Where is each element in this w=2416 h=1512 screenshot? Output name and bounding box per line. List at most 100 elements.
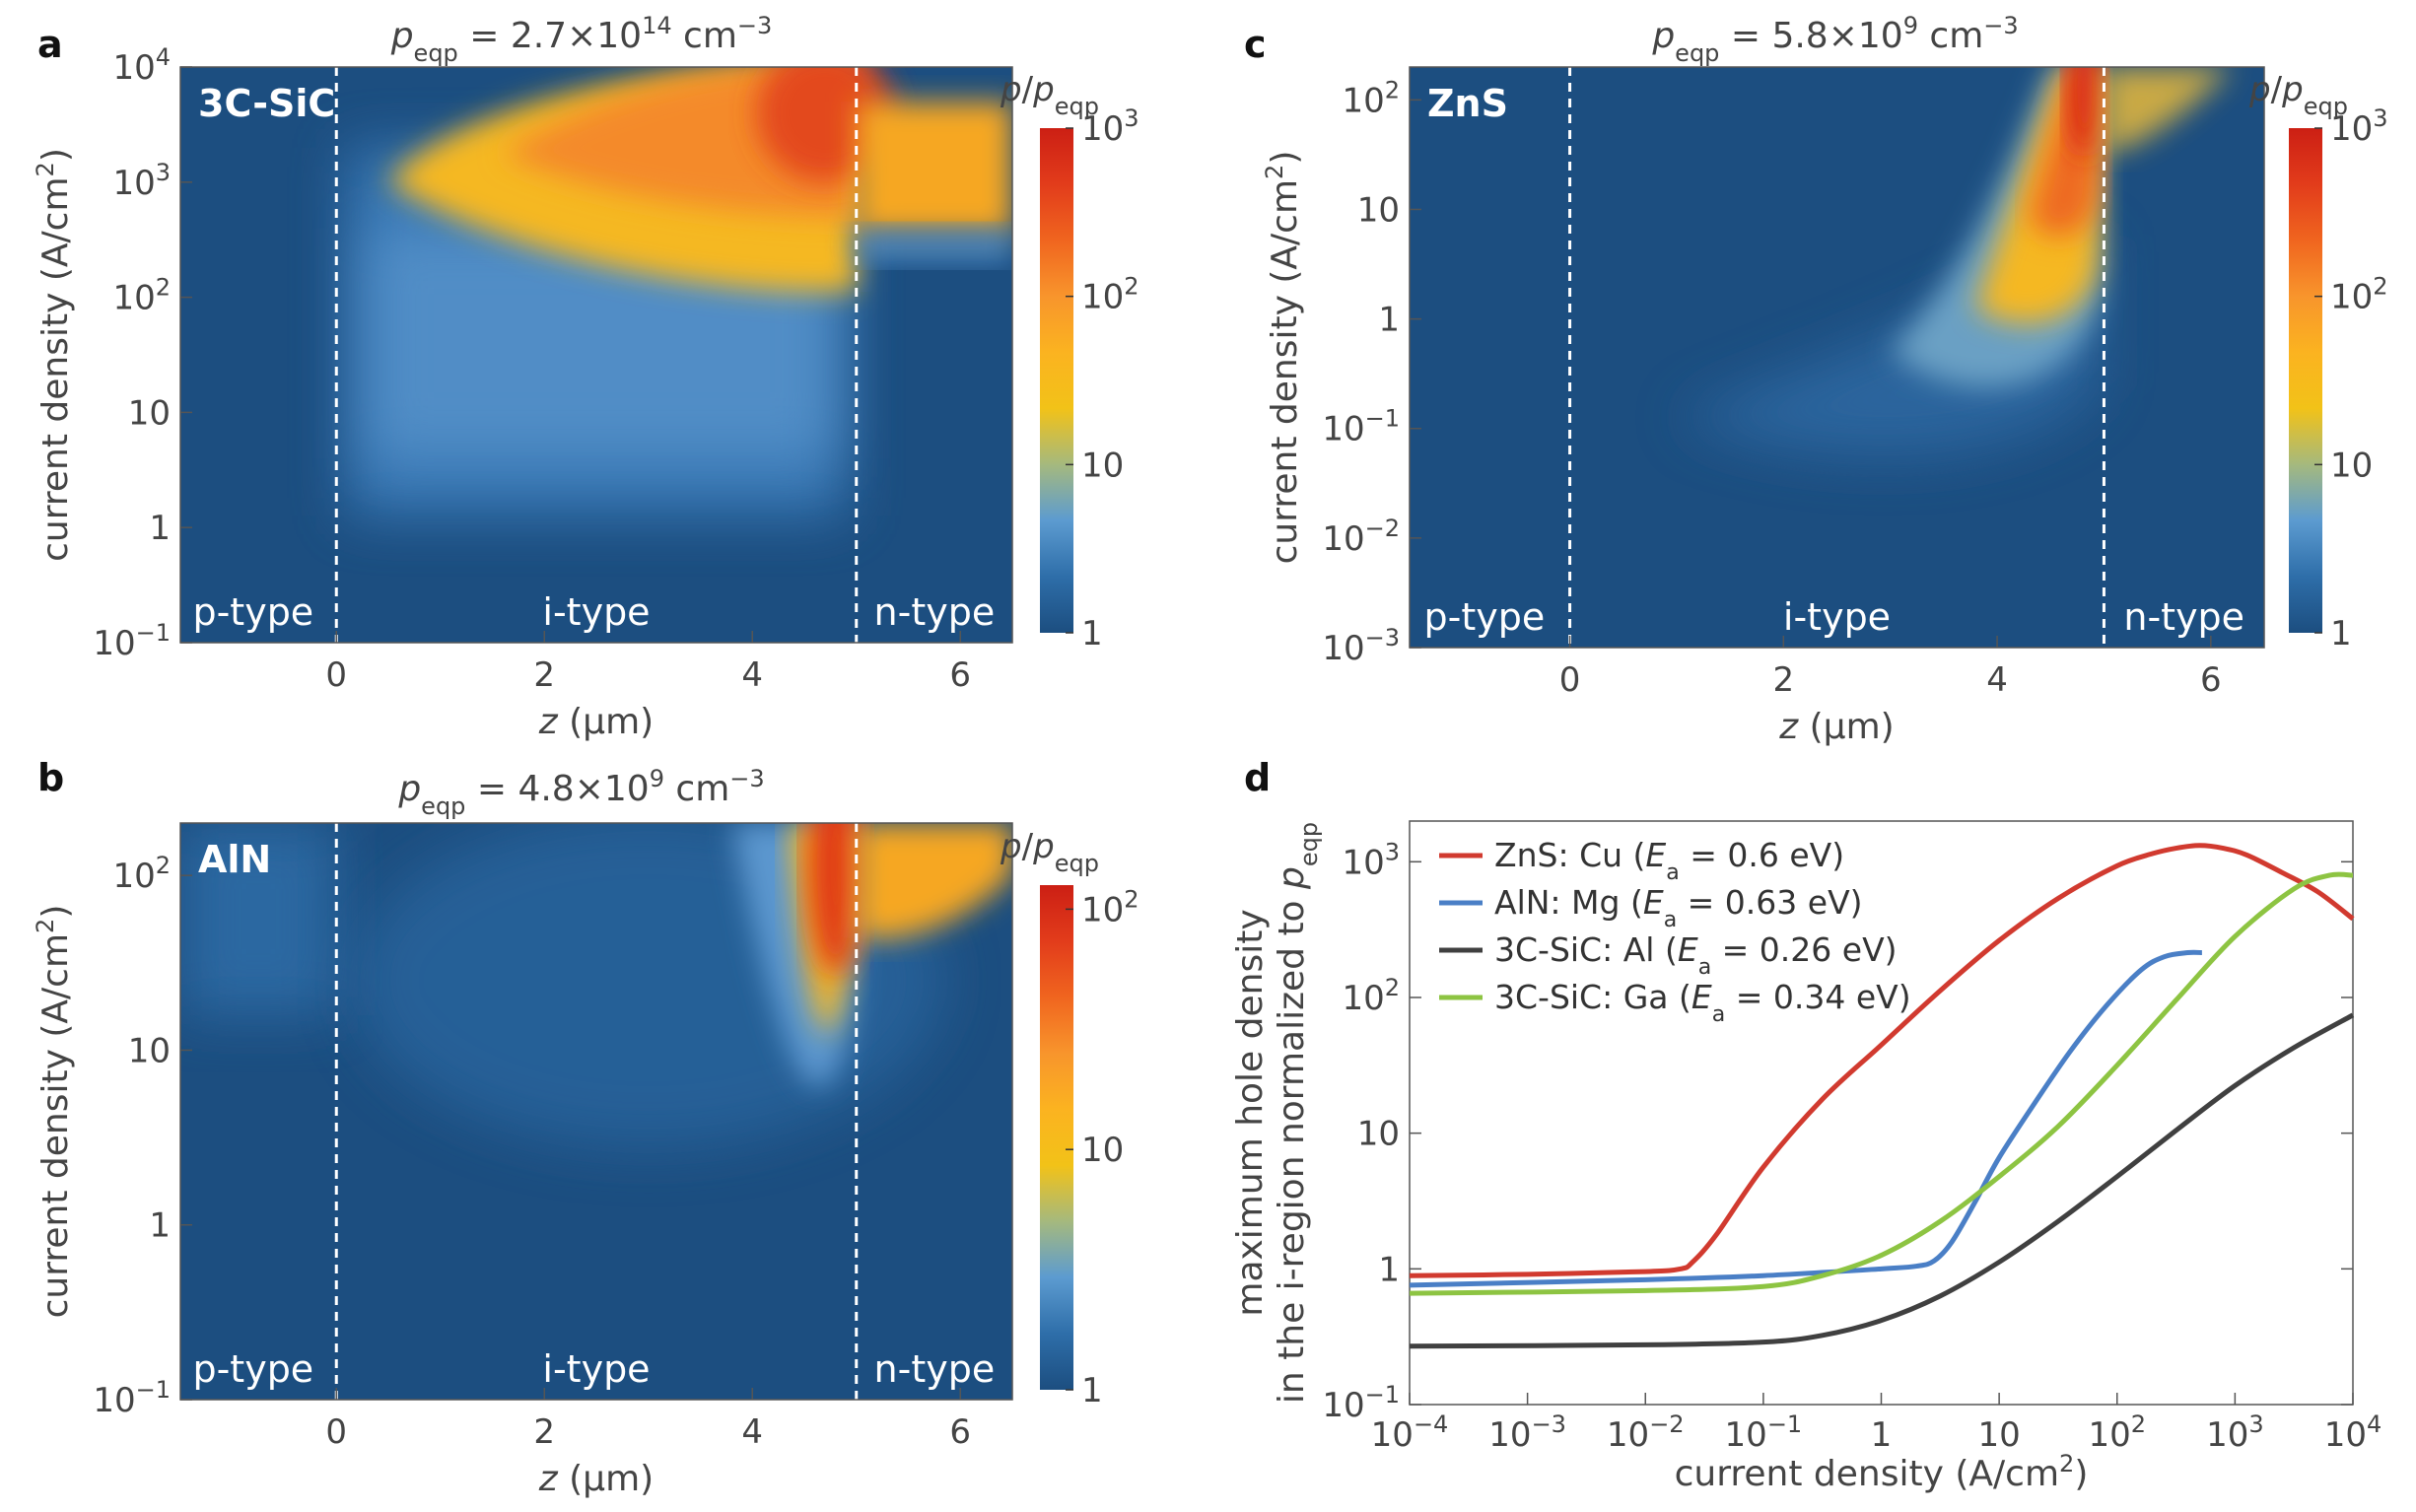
material-label: AlN xyxy=(198,838,271,881)
panel-b: p-type i-type n-type AlN 0 2 4 6 102 10 1 10−1 z (µm… xyxy=(32,756,1139,1499)
y-tick-label: 103 xyxy=(1342,838,1400,882)
colorbar-label: p/peqp xyxy=(1000,70,1099,120)
colorbar-label: p/peqp xyxy=(2248,70,2348,120)
y-tick-label: 102 xyxy=(112,274,171,318)
material-label: 3C-SiC xyxy=(198,82,335,125)
x-tick-label: 4 xyxy=(741,1412,763,1452)
n-side-band xyxy=(2104,67,2233,155)
n-side-band xyxy=(856,102,1012,235)
x-tick-label: 2 xyxy=(1772,660,1794,700)
y-tick-label: 10−1 xyxy=(1322,405,1400,449)
colorbar-label: p/peqp xyxy=(1000,827,1099,877)
x-tick-label: 10−3 xyxy=(1488,1410,1566,1455)
colorbar-tick-label: 103 xyxy=(2330,104,2388,149)
y-tick-label: 104 xyxy=(112,43,171,88)
x-tick-label: 0 xyxy=(325,655,347,695)
x-tick-label: 10−1 xyxy=(1725,1410,1803,1455)
legend-entry-2: 3C-SiC: Al (Ea = 0.26 eV) xyxy=(1494,930,1898,980)
region-label-p-type: p-type xyxy=(1423,595,1545,639)
colorbar xyxy=(2289,128,2322,633)
y-tick-label: 10 xyxy=(1357,1115,1400,1154)
series-line-1 xyxy=(1409,949,2202,1288)
region-label-n-type: n-type xyxy=(874,590,996,634)
region-label-n-type: n-type xyxy=(874,1347,996,1391)
x-tick-label: 103 xyxy=(2206,1410,2264,1455)
x-tick-label: 6 xyxy=(2200,660,2222,700)
plot-frame xyxy=(1409,66,2265,649)
colorbar xyxy=(1040,885,1073,1390)
panel-letter: c xyxy=(1244,23,1267,66)
y-tick-label: 10−1 xyxy=(93,1376,171,1420)
region-label-i-type: i-type xyxy=(542,590,650,634)
region-label-n-type: n-type xyxy=(2123,595,2244,639)
y-axis-label: current density (A/cm2) xyxy=(1261,151,1305,565)
y-tick-label: 10−1 xyxy=(1322,1381,1400,1425)
x-tick-label: 10−2 xyxy=(1607,1410,1685,1455)
panel-d: 10−4 10−3 10−2 10−1 1 10 102 103 10410310210110−… xyxy=(1230,756,2381,1494)
y-tick-label: 102 xyxy=(112,852,171,896)
panel-title: peqp = 5.8×109 cm−3 xyxy=(1651,12,2018,67)
panel-title: peqp = 4.8×109 cm−3 xyxy=(397,765,764,820)
panel-c: p-type i-type n-type ZnS 0 2 4 6 102 10 1 10−1 10−2 1… xyxy=(1244,12,2388,747)
y-tick-label: 102 xyxy=(1342,76,1400,120)
y-axis-label-line1: maximum hole density xyxy=(1230,909,1271,1316)
colorbar-tick-label: 1 xyxy=(1081,614,1103,653)
y-axis-label: current density (A/cm2) xyxy=(32,148,76,562)
x-axis-label: z (µm) xyxy=(538,702,654,742)
colorbar-tick-label: 1 xyxy=(2330,614,2352,653)
y-tick-label: 1 xyxy=(149,1206,171,1246)
plot-frame xyxy=(179,66,1013,644)
x-tick-label: 10 xyxy=(1977,1415,2020,1455)
y-tick-label: 1 xyxy=(149,509,171,548)
x-tick-label: 104 xyxy=(2324,1410,2382,1455)
legend-entry-0: ZnS: Cu (Ea = 0.6 eV) xyxy=(1494,836,1844,885)
heatmap-field xyxy=(180,823,1012,1148)
y-tick-label: 10 xyxy=(128,1031,171,1070)
colorbar-tick-label: 103 xyxy=(1081,104,1139,149)
y-axis-label: current density (A/cm2) xyxy=(32,905,76,1319)
series-line-0 xyxy=(1409,843,2355,1278)
x-axis-label: z (µm) xyxy=(538,1459,654,1499)
p-side-band xyxy=(180,823,337,1015)
y-tick-label: 10 xyxy=(1357,190,1400,230)
colorbar xyxy=(1040,128,1073,633)
x-tick-label: 4 xyxy=(1986,660,2008,700)
max-spot xyxy=(2066,67,2103,159)
plot-frame xyxy=(179,822,1013,1401)
panel-letter: b xyxy=(37,756,64,799)
y-tick-label: 102 xyxy=(1342,974,1400,1018)
panel-letter: d xyxy=(1244,756,1271,799)
x-tick-label: 0 xyxy=(1559,660,1581,700)
y-tick-label: 10−1 xyxy=(93,619,171,663)
x-tick-label: 4 xyxy=(741,655,763,695)
y-tick-label: 10−2 xyxy=(1322,515,1400,559)
region-label-p-type: p-type xyxy=(192,590,313,634)
x-axis-label: z (µm) xyxy=(1778,707,1894,747)
n-side-edge xyxy=(856,228,1012,263)
y-tick-label: 1 xyxy=(1378,1250,1400,1289)
x-tick-label: 1 xyxy=(1871,1415,1893,1455)
x-tick-label: 6 xyxy=(949,1412,971,1452)
colorbar-tick-label: 1 xyxy=(1081,1371,1103,1410)
material-label: ZnS xyxy=(1427,82,1508,125)
colorbar-tick-label: 102 xyxy=(1081,885,1139,929)
heatmap-field xyxy=(1676,67,2233,457)
x-tick-label: 0 xyxy=(325,1412,347,1452)
y-tick-label: 1 xyxy=(1378,301,1400,340)
panel-title: peqp = 2.7×1014 cm−3 xyxy=(390,12,773,67)
x-tick-label: 2 xyxy=(533,655,555,695)
colorbar-tick-label: 102 xyxy=(2330,273,2388,317)
x-tick-label: 2 xyxy=(533,1412,555,1452)
x-tick-label: 10−4 xyxy=(1371,1410,1449,1455)
x-tick-label: 6 xyxy=(949,655,971,695)
x-tick-label: 102 xyxy=(2088,1410,2146,1455)
region-label-i-type: i-type xyxy=(542,1347,650,1391)
y-tick-label: 10 xyxy=(128,393,171,433)
max-spot xyxy=(807,823,863,976)
region-label-i-type: i-type xyxy=(1783,595,1891,639)
y-tick-label: 10−3 xyxy=(1322,624,1400,668)
heatmap-field xyxy=(346,67,1012,516)
y-axis-label-line2: in the i-region normalized to peqp xyxy=(1272,822,1323,1404)
